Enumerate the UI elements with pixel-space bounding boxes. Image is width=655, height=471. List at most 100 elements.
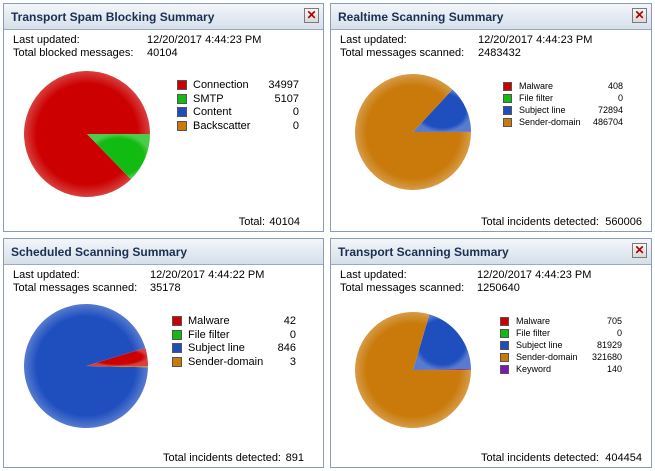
close-icon[interactable]: ✕ (304, 8, 319, 23)
legend-item: Content 0 (177, 106, 299, 119)
pie-chart (24, 304, 148, 429)
panel-titlebar: Realtime Scanning Summary ✕ (331, 4, 651, 30)
panel-titlebar: Scheduled Scanning Summary (4, 239, 323, 265)
legend-label: Connection (193, 79, 249, 91)
legend-item: Subject line 72894 (503, 105, 623, 118)
legend-value: 408 (607, 81, 623, 91)
transport-scanning-panel: Transport Scanning Summary ✕ Last update… (330, 238, 652, 468)
legend-swatch (177, 120, 187, 131)
total-value: 404454 (605, 452, 642, 464)
legend-label: File filter (519, 93, 554, 103)
legend-swatch (172, 329, 182, 340)
total-value: 40104 (269, 216, 300, 228)
pie-chart (355, 74, 471, 190)
last-updated-label: Last updated: (340, 34, 407, 46)
legend-swatch (172, 316, 182, 326)
pie-slice (413, 89, 471, 132)
legend-item: Sender-domain 486704 (503, 117, 623, 130)
pie-slice (24, 304, 148, 429)
transport-spam-blocking-panel: Transport Spam Blocking Summary ✕ Last u… (3, 3, 324, 232)
total-count-label: Total messages scanned: (340, 47, 465, 59)
legend-value: 486704 (592, 117, 623, 127)
pie-chart (355, 312, 471, 428)
legend-swatch (177, 107, 187, 117)
total-value: 560006 (605, 216, 642, 228)
legend-label: Malware (516, 316, 551, 326)
total-count-label: Total messages scanned: (340, 282, 465, 294)
total-count-label: Total blocked messages: (13, 47, 134, 59)
legend-value: 705 (606, 316, 622, 326)
pie-slice (413, 314, 471, 370)
legend-swatch (503, 106, 512, 115)
legend-value: 0 (292, 106, 299, 118)
legend-swatch (503, 118, 512, 127)
legend-item: Sender-domain 3 (172, 356, 296, 369)
legend-item: Subject line 81929 (500, 340, 622, 353)
legend-item: Malware 705 (500, 316, 622, 329)
legend-swatch (503, 94, 512, 103)
legend-swatch (177, 93, 187, 104)
legend: Connection 34997 SMTP 5107 Content 0 Backscatt… (177, 79, 299, 139)
realtime-scanning-panel: Realtime Scanning Summary ✕ Last updated… (330, 3, 652, 232)
legend-label: Malware (519, 81, 554, 91)
total-label: Total: (238, 216, 265, 228)
legend-value: 0 (292, 119, 299, 132)
legend-item: Sender-domain 321680 (500, 352, 622, 365)
legend-label: SMTP (193, 92, 224, 105)
legend-value: 140 (606, 364, 622, 374)
legend-value: 3 (289, 355, 296, 368)
legend-value: 5107 (274, 92, 299, 105)
legend-value: 34997 (268, 79, 299, 91)
last-updated-value: 12/20/2017 4:44:23 PM (478, 34, 593, 46)
legend-swatch (500, 365, 509, 374)
legend-value: 81929 (596, 340, 622, 350)
legend-label: Sender-domain (519, 117, 581, 127)
panel-titlebar: Transport Spam Blocking Summary ✕ (4, 4, 323, 30)
legend-label: File filter (188, 328, 230, 341)
legend-label: Sender-domain (516, 352, 578, 362)
pie-slice (355, 312, 471, 428)
legend-item: File filter 0 (500, 328, 622, 341)
legend-item: SMTP 5107 (177, 93, 299, 106)
total-label: Total incidents detected: (480, 216, 599, 228)
last-updated-value: 12/20/2017 4:44:22 PM (150, 269, 265, 281)
legend-swatch (500, 341, 509, 350)
legend-swatch (500, 353, 509, 362)
legend-item: Malware 408 (503, 81, 623, 94)
pie-slice (87, 134, 150, 180)
legend-item: Subject line 846 (172, 342, 296, 355)
total-count-value: 35178 (150, 282, 181, 294)
legend-swatch (503, 82, 512, 91)
total-count-value: 40104 (147, 47, 178, 59)
legend-swatch (172, 343, 182, 353)
legend-item: File filter 0 (172, 329, 296, 342)
legend: Malware 705 File filter 0 Subject line 81929 S… (500, 316, 622, 382)
legend-swatch (177, 80, 187, 90)
close-icon[interactable]: ✕ (632, 8, 647, 23)
pie-chart (24, 71, 150, 198)
scheduled-scanning-panel: Scheduled Scanning Summary Last updated:… (3, 238, 324, 468)
total-count-value: 2483432 (478, 47, 521, 59)
legend-label: Content (193, 106, 232, 118)
legend-label: Keyword (516, 364, 552, 374)
legend-value: 0 (289, 328, 296, 341)
legend-label: File filter (516, 328, 551, 338)
last-updated-value: 12/20/2017 4:44:23 PM (147, 34, 262, 46)
legend-label: Subject line (516, 340, 563, 350)
panel-titlebar: Transport Scanning Summary ✕ (331, 239, 651, 265)
total-value: 891 (285, 452, 304, 464)
close-icon[interactable]: ✕ (632, 243, 647, 258)
legend-value: 0 (617, 93, 623, 103)
legend-item: File filter 0 (503, 93, 623, 106)
last-updated-label: Last updated: (340, 269, 407, 281)
legend-value: 0 (616, 328, 622, 338)
last-updated-label: Last updated: (13, 269, 80, 281)
legend-item: Keyword 140 (500, 364, 622, 377)
legend-item: Backscatter 0 (177, 120, 299, 133)
legend-value: 72894 (597, 105, 623, 115)
panel-title: Realtime Scanning Summary (338, 10, 504, 24)
total-count-value: 1250640 (477, 282, 520, 294)
legend-label: Subject line (188, 342, 245, 354)
pie-slice (86, 347, 148, 366)
legend-label: Sender-domain (188, 355, 264, 368)
